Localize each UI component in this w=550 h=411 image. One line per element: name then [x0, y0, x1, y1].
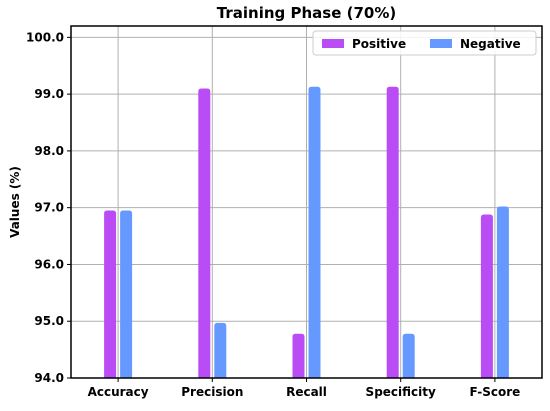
x-tick-label: Accuracy [88, 385, 149, 399]
bar-negative-specificity [402, 333, 415, 378]
y-tick-label: 99.0 [34, 87, 64, 101]
bar-positive-precision [198, 88, 211, 379]
bar-positive-specificity [386, 86, 399, 379]
y-tick-label: 96.0 [34, 257, 64, 271]
y-tick-label: 98.0 [34, 144, 64, 158]
bar-negative-accuracy [120, 210, 133, 378]
bar-positive-accuracy [104, 210, 117, 378]
bar-positive-recall [292, 333, 305, 378]
legend-swatch-positive [322, 39, 344, 48]
bar-negative-precision [214, 322, 227, 378]
legend-label-negative: Negative [460, 37, 521, 51]
y-axis-ticks: 94.0 95.0 96.0 97.0 98.0 99.0 100.0 [26, 30, 71, 385]
legend-box [312, 30, 537, 56]
bar-negative-f-score [496, 206, 509, 378]
y-tick-label: 100.0 [26, 30, 64, 44]
chart-legend: Positive Negative [312, 30, 537, 56]
grid-lines [71, 26, 542, 379]
x-tick-label: Specificity [366, 385, 436, 399]
y-axis-label: Values (%) [8, 166, 22, 238]
bars-group [104, 86, 509, 379]
legend-label-positive: Positive [352, 37, 406, 51]
legend-swatch-negative [430, 39, 452, 48]
x-tick-label: Recall [286, 385, 327, 399]
x-tick-label: F-Score [469, 385, 520, 399]
bar-negative-recall [308, 86, 321, 379]
y-tick-label: 95.0 [34, 314, 64, 328]
x-axis-ticks: Accuracy Precision Recall Specificity F-Scor… [88, 378, 520, 399]
x-tick-label: Precision [181, 385, 243, 399]
y-tick-label: 97.0 [34, 201, 64, 215]
chart-title: Training Phase (70%) [217, 4, 396, 22]
bar-positive-f-score [480, 214, 493, 378]
y-tick-label: 94.0 [34, 371, 64, 385]
